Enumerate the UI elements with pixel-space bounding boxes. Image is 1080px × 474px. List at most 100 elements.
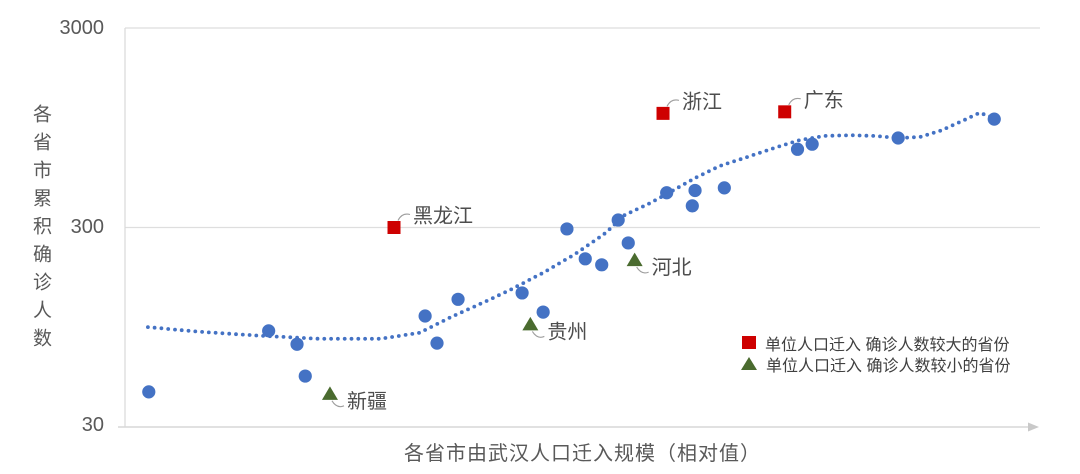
- trend-dot: [975, 112, 980, 116]
- trend-dot: [918, 134, 923, 139]
- trend-dot: [213, 330, 218, 335]
- trend-dot: [557, 261, 561, 266]
- data-point: [262, 324, 276, 338]
- legend-item-label: 单位人口迁入 确诊人数较大的省份: [765, 336, 1010, 354]
- data-point: [805, 137, 819, 151]
- highlight-square-marker: [656, 106, 670, 120]
- highlight-triangle-marker: [321, 386, 338, 400]
- trend-dot: [349, 336, 354, 341]
- highlight-triangle-marker: [626, 252, 643, 267]
- trend-dot: [472, 304, 477, 309]
- trend-dot: [322, 336, 327, 341]
- trend-dot: [956, 120, 961, 125]
- trend-dot: [509, 287, 514, 292]
- data-point: [688, 183, 702, 198]
- trend-dot: [719, 163, 724, 168]
- province-label: 黑龙江: [413, 205, 473, 228]
- trend-dot: [751, 153, 756, 157]
- trend-dot: [634, 207, 639, 212]
- trend-dot: [200, 330, 205, 334]
- trend-dot: [783, 142, 788, 147]
- trend-dot: [302, 336, 306, 340]
- label-leader-line: [788, 97, 801, 106]
- trend-dot: [777, 144, 782, 149]
- trend-dot: [484, 299, 489, 303]
- data-point: [298, 369, 312, 383]
- label-leader-line: [666, 99, 680, 107]
- trend-dot: [803, 137, 808, 142]
- data-point: [611, 213, 625, 227]
- y-axis-title: 各省市累积确诊人数: [30, 104, 51, 356]
- trend-dot: [152, 325, 157, 330]
- trend-dot: [515, 284, 520, 289]
- trend-dot: [247, 333, 252, 337]
- red-square-icon: [742, 336, 756, 349]
- trend-dot: [938, 128, 943, 133]
- province-label: 浙江: [682, 90, 722, 113]
- highlight-square-marker: [778, 105, 792, 119]
- trend-dot: [459, 310, 464, 315]
- trend-dot: [817, 135, 821, 139]
- label-leader-line: [397, 213, 411, 221]
- trend-dot: [830, 133, 835, 138]
- trend-dot: [490, 296, 495, 300]
- trend-dot: [159, 326, 164, 331]
- trend-dot: [912, 135, 916, 140]
- trend-dot: [758, 150, 762, 155]
- trend-dot: [403, 333, 408, 337]
- trend-dot: [447, 315, 452, 320]
- trend-dot: [396, 334, 401, 338]
- trend-dot: [376, 336, 381, 341]
- label-leader-line: [531, 331, 545, 338]
- trend-dot: [527, 278, 532, 282]
- data-point: [685, 199, 699, 213]
- trend-dot: [186, 328, 191, 333]
- trend-dot: [700, 172, 705, 177]
- trend-dot: [837, 133, 842, 138]
- data-point: [560, 222, 574, 236]
- trend-dot: [441, 319, 446, 323]
- trend-dot: [850, 133, 855, 138]
- trend-dot: [969, 114, 973, 119]
- trend-dot: [254, 333, 259, 338]
- trend-dot: [315, 336, 320, 341]
- trend-dot: [931, 130, 936, 135]
- trend-dot: [796, 138, 801, 143]
- trend-dot: [925, 132, 930, 137]
- trend-dot: [240, 332, 245, 337]
- trend-dot: [905, 135, 909, 140]
- trend-dot: [410, 332, 415, 336]
- data-point: [717, 181, 731, 195]
- data-point: [515, 286, 529, 300]
- data-point: [536, 305, 550, 319]
- trend-dot: [193, 329, 198, 334]
- trend-dot: [453, 313, 458, 317]
- trend-dot: [383, 336, 388, 340]
- trend-dot: [950, 123, 955, 128]
- trend-dot: [539, 271, 544, 276]
- highlight-square-marker: [387, 221, 401, 234]
- trend-dot: [521, 281, 526, 285]
- trend-dot: [944, 126, 949, 130]
- trend-dot: [478, 301, 483, 306]
- trend-dot: [568, 254, 573, 259]
- trend-dot: [707, 169, 711, 174]
- chart-legend: 单位人口迁入 确诊人数较大的省份 单位人口迁入 确诊人数较小的省份: [741, 333, 1010, 375]
- trend-dot: [329, 336, 333, 341]
- trend-dot: [551, 265, 556, 269]
- trend-dot: [725, 161, 730, 166]
- data-point: [451, 292, 465, 306]
- trend-dot: [274, 334, 279, 339]
- label-leader-line: [331, 400, 345, 408]
- trend-dot: [574, 251, 579, 255]
- trend-dot: [206, 330, 211, 335]
- trend-dot: [732, 159, 736, 164]
- y-tick-300: 300: [70, 216, 104, 238]
- trend-dot: [738, 157, 743, 162]
- trend-dot: [622, 213, 627, 218]
- trend-dot: [342, 336, 347, 341]
- green-triangle-icon: [741, 357, 757, 370]
- data-point: [430, 336, 444, 350]
- y-tick-3000: 3000: [59, 17, 105, 39]
